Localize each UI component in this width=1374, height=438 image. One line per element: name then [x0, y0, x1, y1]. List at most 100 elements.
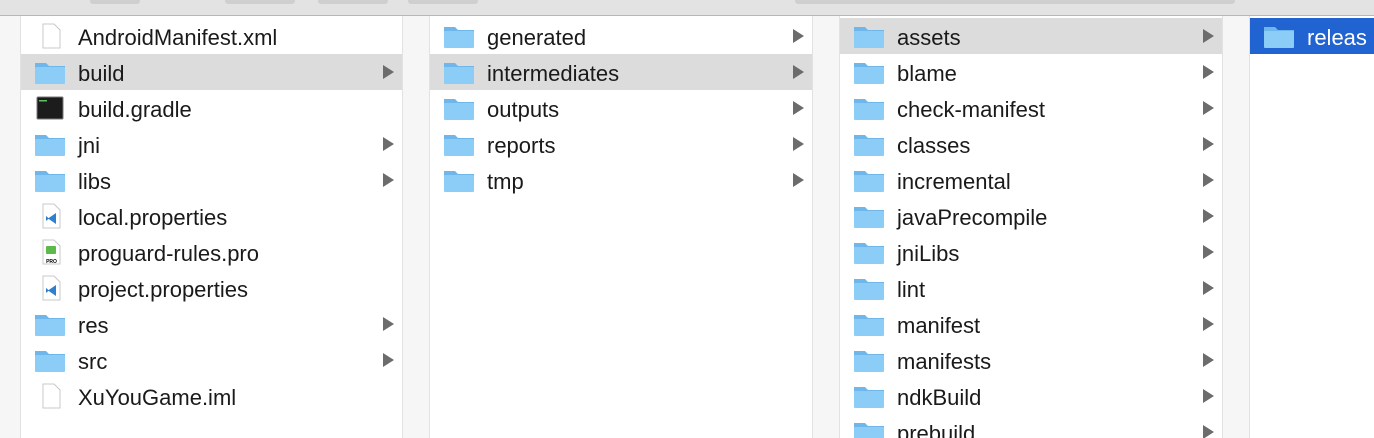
browser-column-2[interactable]: generated intermediates outputs reports tmp [430, 16, 812, 438]
item-label: XuYouGame.iml [78, 385, 237, 410]
disclosure-arrow-icon [1203, 389, 1214, 403]
folder-icon [443, 167, 475, 193]
item-label: intermediates [487, 61, 620, 86]
list-item[interactable]: jniLibs [840, 234, 1222, 270]
list-item[interactable]: res [21, 306, 402, 342]
item-label: incremental [897, 169, 1011, 194]
item-label: manifests [897, 349, 992, 374]
item-label: reports [487, 133, 556, 158]
item-label: res [78, 313, 109, 338]
svg-text:PRO: PRO [46, 259, 57, 265]
list-item[interactable]: build.gradle [21, 90, 402, 126]
folder-icon [853, 23, 885, 49]
list-item[interactable]: manifests [840, 342, 1222, 378]
list-item[interactable]: src [21, 342, 402, 378]
terminal-file-icon [34, 95, 66, 121]
item-label: javaPrecompile [897, 205, 1048, 230]
folder-icon [443, 23, 475, 49]
list-item[interactable]: libs [21, 162, 402, 198]
item-label: tmp [487, 169, 524, 194]
item-label: manifest [897, 313, 981, 338]
list-item[interactable]: incremental [840, 162, 1222, 198]
item-label: proguard-rules.pro [78, 241, 259, 266]
list-item[interactable]: PRO proguard-rules.pro [21, 234, 402, 270]
item-label: outputs [487, 97, 560, 122]
item-label: releas [1307, 25, 1367, 50]
browser-column-4[interactable]: releas [1250, 16, 1374, 438]
list-item[interactable]: jni [21, 126, 402, 162]
list-item[interactable]: classes [840, 126, 1222, 162]
folder-icon [443, 59, 475, 85]
xml-file-icon [34, 23, 66, 49]
list-item[interactable]: lint [840, 270, 1222, 306]
item-label: generated [487, 25, 587, 50]
folder-icon [853, 275, 885, 301]
list-item[interactable]: prebuild [840, 414, 1222, 438]
item-label: src [78, 349, 108, 374]
browser-column-3[interactable]: assets blame check-manifest classes incremen… [840, 16, 1222, 438]
list-item[interactable]: intermediates [430, 54, 812, 90]
folder-icon [443, 95, 475, 121]
disclosure-arrow-icon [793, 29, 804, 43]
list-item[interactable]: project.properties [21, 270, 402, 306]
toolbar-button[interactable] [318, 0, 388, 4]
column-margin [0, 16, 21, 438]
folder-icon [443, 131, 475, 157]
vscode-file-icon [34, 203, 66, 229]
list-item[interactable]: check-manifest [840, 90, 1222, 126]
list-item[interactable]: XuYouGame.iml [21, 378, 402, 414]
disclosure-arrow-icon [793, 65, 804, 79]
folder-icon [853, 131, 885, 157]
disclosure-arrow-icon [1203, 317, 1214, 331]
list-item[interactable]: ndkBuild [840, 378, 1222, 414]
folder-icon [34, 131, 66, 157]
list-item[interactable]: tmp [430, 162, 812, 198]
disclosure-arrow-icon [1203, 209, 1214, 223]
folder-icon [853, 311, 885, 337]
list-item[interactable]: generated [430, 18, 812, 54]
toolbar-button[interactable] [225, 0, 295, 4]
disclosure-arrow-icon [793, 173, 804, 187]
item-label: check-manifest [897, 97, 1045, 122]
vscode-file-icon [34, 275, 66, 301]
disclosure-arrow-icon [793, 101, 804, 115]
qt-pro-file-icon: PRO [34, 239, 66, 265]
toolbar-button[interactable] [90, 0, 140, 4]
folder-icon [853, 203, 885, 229]
item-label: AndroidManifest.xml [78, 25, 278, 50]
folder-icon [34, 167, 66, 193]
list-item[interactable]: local.properties [21, 198, 402, 234]
list-item[interactable]: manifest [840, 306, 1222, 342]
item-label: project.properties [78, 277, 248, 302]
list-item[interactable]: build [21, 54, 402, 90]
search-field[interactable] [795, 0, 1235, 4]
column-resize-handle[interactable] [402, 16, 430, 438]
disclosure-arrow-icon [1203, 173, 1214, 187]
item-label: ndkBuild [897, 385, 982, 410]
folder-icon [853, 59, 885, 85]
list-item[interactable]: javaPrecompile [840, 198, 1222, 234]
column-resize-handle[interactable] [812, 16, 840, 438]
disclosure-arrow-icon [1203, 245, 1214, 259]
folder-icon [1263, 23, 1295, 49]
item-label: jni [78, 133, 101, 158]
list-item[interactable]: releas [1250, 18, 1374, 54]
list-item[interactable]: reports [430, 126, 812, 162]
disclosure-arrow-icon [1203, 425, 1214, 438]
browser-column-1[interactable]: AndroidManifest.xml build build.gradle jni l… [21, 16, 402, 438]
folder-icon [853, 383, 885, 409]
folder-icon [34, 59, 66, 85]
column-resize-handle[interactable] [1222, 16, 1250, 438]
disclosure-arrow-icon [383, 137, 394, 151]
item-label: blame [897, 61, 957, 86]
item-label: libs [78, 169, 112, 194]
list-item[interactable]: AndroidManifest.xml [21, 18, 402, 54]
folder-icon [853, 347, 885, 373]
folder-icon [853, 239, 885, 265]
disclosure-arrow-icon [383, 65, 394, 79]
list-item[interactable]: blame [840, 54, 1222, 90]
item-label: local.properties [78, 205, 228, 230]
list-item[interactable]: outputs [430, 90, 812, 126]
toolbar-button[interactable] [408, 0, 478, 4]
list-item[interactable]: assets [840, 18, 1222, 54]
